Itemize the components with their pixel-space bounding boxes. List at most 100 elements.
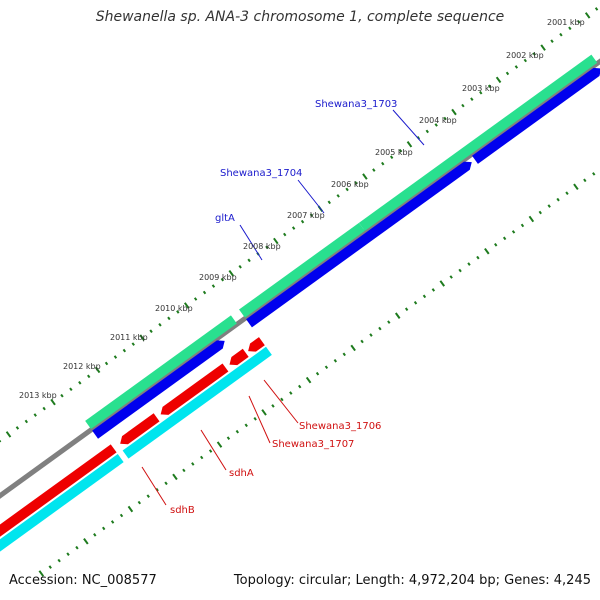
tick-mark bbox=[137, 500, 142, 505]
tick-mark bbox=[547, 204, 551, 208]
tick-mark bbox=[226, 436, 231, 440]
tick-mark bbox=[122, 348, 127, 353]
tick-mark bbox=[336, 194, 340, 198]
gene-label-shewana3-1704: Shewana3_1704 bbox=[220, 168, 302, 179]
tick-mark bbox=[505, 71, 510, 76]
cds-arrow bbox=[248, 337, 265, 352]
tick-mark bbox=[305, 376, 312, 384]
tick-mark bbox=[48, 565, 52, 569]
leader-line bbox=[248, 395, 271, 444]
tick-mark bbox=[528, 215, 535, 223]
tick-mark bbox=[451, 108, 457, 116]
gene-labels: Shewana3_1703 Shewana3_1704 gltA Shewana… bbox=[170, 99, 397, 516]
leader-line bbox=[141, 466, 167, 506]
gene-label-sdha: sdhA bbox=[229, 468, 254, 479]
tick-mark bbox=[238, 264, 242, 269]
kbp-label: 2003 kbp bbox=[462, 84, 500, 93]
label-leader-lines bbox=[141, 109, 425, 506]
tick-mark bbox=[167, 316, 171, 321]
tick-mark bbox=[556, 197, 560, 202]
tick-mark bbox=[265, 245, 269, 250]
tick-mark bbox=[176, 310, 180, 314]
tick-mark bbox=[324, 365, 329, 370]
genome-backbone bbox=[0, 58, 600, 499]
tick-mark bbox=[202, 290, 207, 295]
tick-mark bbox=[394, 312, 401, 319]
tick-mark bbox=[583, 178, 587, 183]
tick-mark bbox=[476, 255, 480, 260]
tick-mark bbox=[404, 307, 409, 312]
tick-mark bbox=[461, 103, 465, 108]
tick-mark bbox=[149, 329, 153, 334]
tick-mark bbox=[104, 361, 109, 366]
tick-mark bbox=[573, 183, 579, 191]
tick-mark bbox=[523, 58, 527, 63]
tick-mark bbox=[66, 552, 70, 556]
tick-mark bbox=[559, 32, 563, 37]
cds-arrow bbox=[160, 363, 229, 415]
tick-mark bbox=[15, 426, 20, 430]
tick-mark bbox=[119, 513, 124, 518]
tick-mark bbox=[577, 20, 581, 24]
tick-mark bbox=[422, 294, 427, 299]
tick-mark bbox=[193, 297, 198, 301]
tick-mark bbox=[309, 213, 314, 218]
tick-mark bbox=[565, 191, 569, 196]
feature-bar bbox=[239, 222, 365, 318]
tick-mark bbox=[155, 487, 159, 492]
kbp-labels: 2001 kbp 2002 kbp 2003 kbp 2004 kbp 2005… bbox=[19, 18, 585, 400]
kbp-label: 2002 kbp bbox=[506, 51, 544, 60]
leader-line bbox=[263, 379, 299, 424]
leader-line bbox=[392, 109, 425, 146]
tick-mark bbox=[487, 84, 492, 89]
tick-mark bbox=[220, 277, 225, 282]
tick-mark bbox=[406, 141, 413, 148]
feature-bar bbox=[0, 454, 124, 552]
gene-label-shewana3-1703: Shewana3_1703 bbox=[315, 99, 397, 110]
tick-mark bbox=[568, 26, 572, 31]
tick-mark bbox=[42, 406, 46, 411]
tick-mark bbox=[131, 342, 135, 346]
tick-mark bbox=[449, 275, 453, 279]
map-title: Shewanella sp. ANA-3 chromosome 1, compl… bbox=[95, 9, 505, 25]
tick-mark bbox=[362, 173, 368, 180]
tick-mark bbox=[235, 429, 240, 434]
feature-bar bbox=[358, 54, 598, 231]
tick-mark bbox=[283, 232, 287, 237]
tick-mark bbox=[443, 116, 447, 121]
tick-mark bbox=[216, 441, 223, 448]
kbp-label: 2005 kbp bbox=[375, 148, 413, 157]
gene-label-shewana3-1707: Shewana3_1707 bbox=[272, 439, 354, 450]
tick-mark bbox=[191, 462, 195, 466]
tick-mark bbox=[333, 359, 338, 363]
tick-mark bbox=[83, 538, 89, 545]
tick-mark bbox=[182, 468, 186, 473]
tick-mark bbox=[208, 449, 213, 453]
tick-mark bbox=[431, 288, 436, 292]
tick-mark bbox=[289, 391, 293, 395]
tick-mark bbox=[280, 397, 284, 402]
tick-mark bbox=[458, 268, 462, 273]
tick-mark bbox=[532, 52, 536, 56]
tick-mark bbox=[38, 570, 45, 577]
tick-mark bbox=[592, 172, 596, 176]
cds-arrow bbox=[472, 67, 600, 164]
tick-mark bbox=[372, 168, 376, 172]
kbp-label: 2008 kbp bbox=[243, 242, 281, 251]
leader-line bbox=[239, 224, 263, 261]
tick-mark bbox=[261, 409, 267, 416]
kbp-label: 2012 kbp bbox=[63, 362, 101, 371]
tick-mark bbox=[594, 7, 599, 11]
tick-mark bbox=[78, 381, 82, 385]
tick-mark bbox=[584, 12, 591, 19]
tick-mark bbox=[342, 352, 346, 357]
tick-mark bbox=[378, 326, 382, 331]
tick-mark bbox=[60, 393, 64, 398]
kbp-label: 2010 kbp bbox=[155, 304, 193, 313]
tick-mark bbox=[439, 280, 446, 287]
tick-mark bbox=[146, 494, 150, 498]
tick-mark bbox=[127, 505, 134, 513]
leader-line bbox=[297, 179, 325, 214]
cds-arrow bbox=[0, 444, 117, 537]
